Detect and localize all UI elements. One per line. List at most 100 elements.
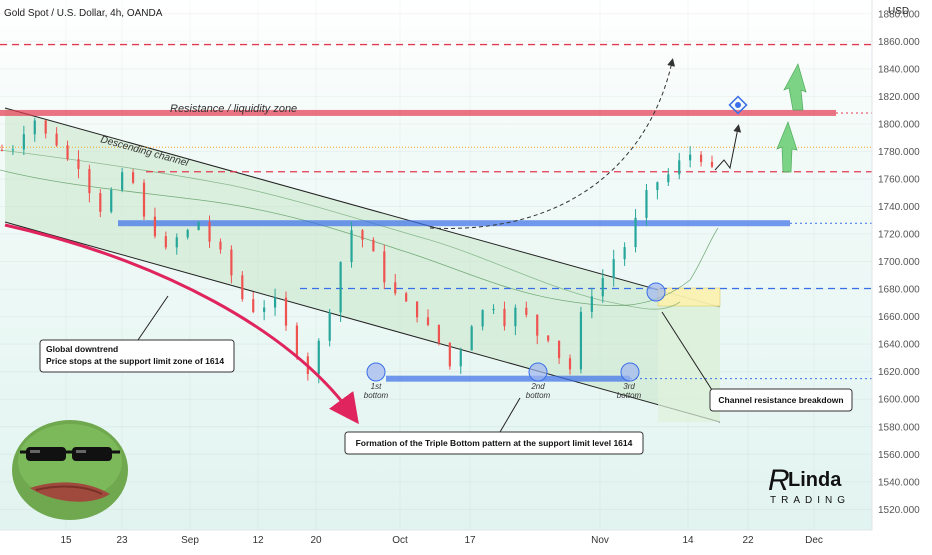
- candle-body: [372, 239, 375, 252]
- price-tick-label: 1820.000: [878, 92, 920, 103]
- candle-body: [142, 182, 146, 217]
- price-tick-label: 1740.000: [878, 202, 920, 213]
- candle-body: [175, 237, 178, 248]
- candle-body: [121, 172, 124, 190]
- candle-body: [678, 160, 681, 175]
- candle-body: [241, 275, 244, 300]
- price-tick-label: 1560.000: [878, 450, 920, 461]
- projection-arc: [429, 58, 676, 229]
- breakout-circle: [646, 282, 666, 302]
- price-tick-label: 1780.000: [878, 147, 920, 158]
- candle-body: [197, 222, 200, 231]
- downtrend-callout-pointer: [137, 295, 169, 341]
- bottom-2-label-line2: bottom: [526, 391, 551, 400]
- logo-line2: TRADING: [770, 495, 850, 506]
- candle-body: [219, 241, 222, 250]
- descending-channel-area: [5, 108, 720, 422]
- green-up-arrow-2: [776, 120, 798, 173]
- time-tick-label: Sep: [181, 535, 199, 546]
- candle-body: [164, 236, 167, 248]
- breakdown-callout-pointer: [661, 311, 713, 391]
- chart-title: Gold Spot / U.S. Dollar, 4h, OANDA: [4, 8, 163, 19]
- candle-body: [263, 307, 266, 312]
- candle-body: [339, 262, 342, 313]
- time-tick-label: 17: [464, 535, 476, 546]
- candle-body: [131, 172, 135, 183]
- candle-body: [634, 217, 637, 248]
- candle-body: [110, 189, 113, 212]
- candle-body: [492, 308, 495, 311]
- price-axis-ticks: 1520.000 1540.000 1560.000 1580.000 1600.000…: [878, 9, 920, 516]
- time-tick-label: Dec: [805, 535, 823, 546]
- time-tick-label: 20: [310, 535, 322, 546]
- moving-average-2: [0, 149, 681, 310]
- downtrend-callout-line2: Price stops at the support limit zone of…: [46, 356, 224, 366]
- breakdown-callout-text: Channel resistance breakdown: [718, 395, 843, 405]
- time-tick-label: Nov: [591, 535, 609, 546]
- linda-trading-logo: R Linda TRADING: [768, 464, 850, 506]
- candle-body: [470, 326, 473, 351]
- candle-body: [230, 249, 233, 276]
- currency-label: USD: [888, 6, 909, 17]
- level-zone: [386, 375, 630, 382]
- candle-body: [426, 317, 430, 325]
- price-tick-label: 1600.000: [878, 395, 920, 406]
- breakout-box: [657, 287, 721, 307]
- sunglasses-icon: [26, 447, 66, 461]
- candle-body: [44, 120, 47, 134]
- candle-body: [710, 162, 714, 167]
- price-tick-label: 1880.000: [878, 9, 920, 20]
- candle-body: [645, 190, 648, 218]
- price-tick-label: 1640.000: [878, 340, 920, 351]
- candle-body: [317, 340, 320, 375]
- candle-body: [22, 134, 25, 150]
- price-tick-label: 1520.000: [878, 505, 920, 516]
- downtrend-callout-line1: Global downtrend: [46, 344, 118, 354]
- candle-body: [547, 335, 550, 341]
- candle-body: [284, 297, 288, 326]
- candle-body: [536, 314, 539, 336]
- price-tick-label: 1700.000: [878, 257, 920, 268]
- time-axis-panel[interactable]: [0, 530, 932, 550]
- candle-body: [448, 342, 451, 367]
- triple-bottom-callout-pointer: [499, 397, 521, 433]
- price-tick-label: 1760.000: [878, 174, 920, 185]
- candle-body: [99, 193, 102, 212]
- candle-body: [514, 307, 517, 327]
- bottom-circle-1: [366, 362, 386, 382]
- time-axis-ticks: 15 23 Sep 12 20 Oct 17 Nov 14 22 Dec: [60, 535, 822, 546]
- level-zone: [118, 220, 790, 227]
- candle-body: [0, 150, 4, 152]
- bottom-1-label-line2: bottom: [364, 391, 389, 400]
- price-axis-panel[interactable]: [872, 0, 932, 530]
- candle-body: [623, 247, 626, 260]
- price-tick-label: 1620.000: [878, 367, 920, 378]
- price-tick-label: 1580.000: [878, 422, 920, 433]
- candle-body: [601, 278, 604, 297]
- candlestick-series: [0, 117, 714, 384]
- channel-lower-line: [4, 221, 721, 423]
- projection-path: [714, 124, 742, 171]
- candle-body: [153, 216, 157, 237]
- bottom-3-label-line2: bottom: [617, 391, 642, 400]
- price-tick-label: 1720.000: [878, 230, 920, 241]
- time-tick-label: 23: [116, 535, 128, 546]
- candle-body: [503, 308, 506, 327]
- candle-body: [481, 310, 484, 327]
- green-up-arrow-1: [783, 63, 807, 111]
- time-tick-label: 15: [60, 535, 72, 546]
- candle-body: [252, 299, 255, 312]
- candle-body: [689, 154, 692, 161]
- candle-body: [667, 174, 670, 183]
- candle-body: [66, 145, 69, 160]
- candle-body: [394, 282, 397, 294]
- candle-body: [656, 182, 659, 191]
- candle-body: [328, 312, 331, 341]
- logo-mark: R: [768, 464, 790, 497]
- candle-body: [186, 230, 189, 238]
- price-tick-label: 1840.000: [878, 64, 920, 75]
- candle-body: [11, 149, 15, 151]
- candle-body: [568, 358, 572, 370]
- candle-body: [383, 251, 386, 283]
